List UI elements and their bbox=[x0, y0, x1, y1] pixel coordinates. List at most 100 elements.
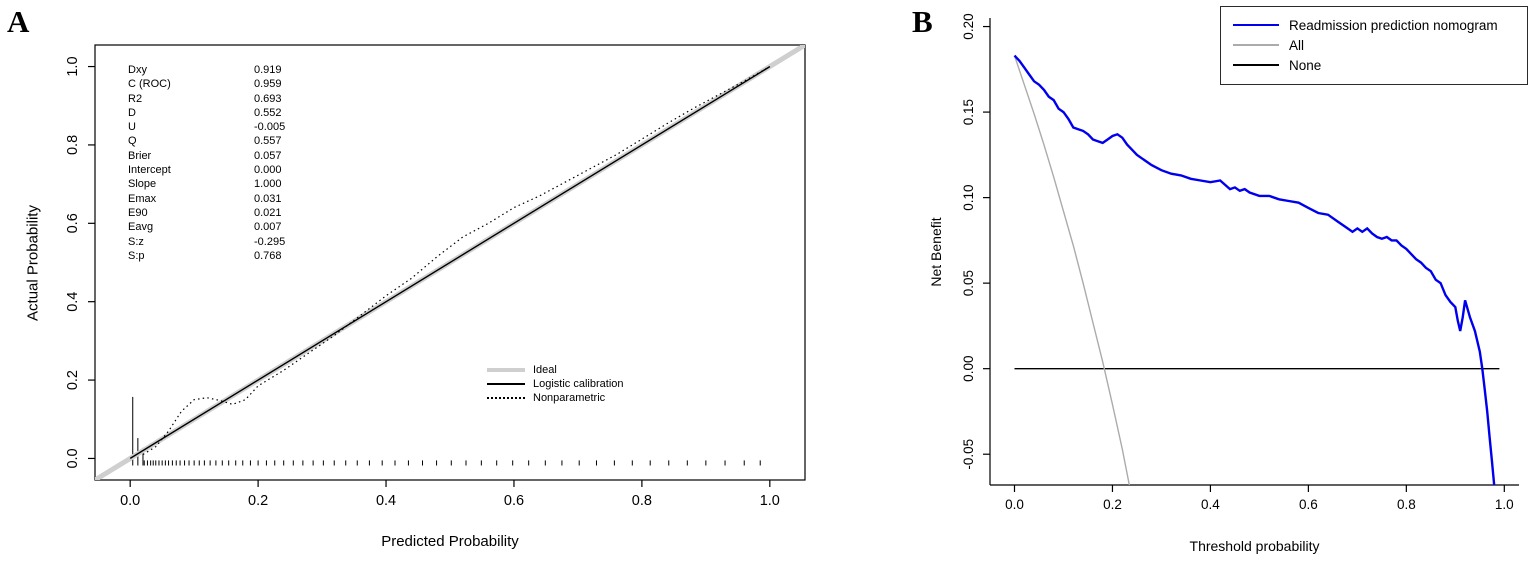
x-tick-label: 0.6 bbox=[504, 493, 524, 509]
panel-b-decision-curve-plot: B 0.0 0.2 0.4 0.6 0.8 1.0 -0.05 0.00 0.05 0.10 0.1… bbox=[905, 0, 1535, 565]
y-tick-label: -0.05 bbox=[961, 439, 976, 470]
x-tick-label: 0.0 bbox=[120, 493, 140, 509]
stat-name: Brier bbox=[128, 149, 152, 162]
calibration-legend: Ideal Logistic calibration Nonparametric bbox=[487, 363, 624, 405]
predicted-probability-rug bbox=[132, 396, 761, 466]
panel-a-y-axis-title: Actual Probability bbox=[24, 205, 42, 321]
y-tick-label: 0.6 bbox=[65, 213, 81, 233]
legend-label: None bbox=[1289, 57, 1322, 73]
stat-name: Dxy bbox=[128, 64, 147, 76]
calibration-stats-block: Dxy 0.919 C (ROC) 0.959 R2 0.693 D 0.552 U -0.005… bbox=[128, 63, 285, 263]
y-tick-label: 0.8 bbox=[65, 135, 81, 155]
series-readmission-prediction-nomogram bbox=[1013, 54, 1496, 485]
legend-label: Logistic calibration bbox=[533, 378, 624, 390]
x-tick-label: 0.2 bbox=[1103, 497, 1122, 512]
stat-name: Intercept bbox=[128, 164, 171, 177]
stat-name: S:p bbox=[128, 249, 145, 262]
series-nonparametric bbox=[142, 66, 771, 456]
y-tick-label: 0.2 bbox=[65, 370, 81, 390]
axes bbox=[88, 44, 806, 487]
stat-row: D 0.552 bbox=[128, 106, 285, 120]
stat-value: 0.693 bbox=[254, 92, 282, 105]
panel-a-x-axis-title: Predicted Probability bbox=[381, 533, 519, 550]
stat-row: Slope 1.000 bbox=[128, 177, 285, 191]
stat-value: 0.031 bbox=[254, 192, 282, 205]
legend-label: All bbox=[1289, 37, 1305, 53]
legend-line-sample bbox=[1233, 44, 1279, 46]
axes bbox=[983, 18, 1519, 492]
stat-row: U -0.005 bbox=[128, 120, 285, 134]
legend-row: All bbox=[1233, 35, 1517, 55]
legend-line-sample bbox=[487, 397, 525, 399]
decision-curve-legend: Readmission prediction nomogram All None bbox=[1220, 6, 1528, 85]
stat-value: 0.000 bbox=[254, 164, 282, 177]
legend-row: Ideal bbox=[487, 363, 624, 377]
panel-b-label: B bbox=[912, 4, 933, 39]
y-tick-label: 0.0 bbox=[65, 448, 81, 468]
legend-line-sample bbox=[487, 368, 525, 372]
stat-value: 0.919 bbox=[254, 64, 282, 76]
stat-name: Q bbox=[128, 135, 137, 148]
stat-value: 0.768 bbox=[254, 249, 282, 262]
series-logistic-calibration bbox=[129, 66, 771, 459]
stat-name: E90 bbox=[128, 206, 148, 219]
legend-line-sample bbox=[1233, 64, 1279, 66]
legend-row: Nonparametric bbox=[487, 391, 624, 405]
stat-row: Brier 0.057 bbox=[128, 149, 285, 163]
stat-row: Emax 0.031 bbox=[128, 192, 285, 206]
stat-name: Emax bbox=[128, 192, 157, 205]
legend-line-sample bbox=[487, 383, 525, 385]
y-tick-label: 0.10 bbox=[961, 184, 976, 210]
stat-name: Slope bbox=[128, 178, 157, 191]
legend-row: None bbox=[1233, 55, 1517, 75]
x-tick-label: 1.0 bbox=[760, 493, 780, 509]
stat-row: Intercept 0.000 bbox=[128, 163, 285, 177]
y-tick-label: 0.15 bbox=[961, 99, 976, 125]
stat-value: 0.021 bbox=[254, 206, 282, 219]
stat-row: S:z -0.295 bbox=[128, 235, 285, 249]
panel-a-label: A bbox=[7, 4, 30, 39]
x-tick-label: 0.4 bbox=[376, 493, 396, 509]
x-tick-label: 0.6 bbox=[1299, 497, 1318, 512]
stat-name: Eavg bbox=[128, 221, 154, 234]
stat-row: Eavg 0.007 bbox=[128, 220, 285, 234]
legend-label: Ideal bbox=[533, 364, 557, 376]
stat-name: R2 bbox=[128, 92, 143, 105]
y-tick-label: 0.4 bbox=[65, 292, 81, 312]
y-tick-label: 0.20 bbox=[961, 13, 976, 39]
stat-row: S:p 0.768 bbox=[128, 249, 285, 263]
stat-name: D bbox=[128, 106, 136, 119]
stat-row: Dxy 0.919 bbox=[128, 63, 285, 77]
calibration-plot-svg: 0.0 0.2 0.4 0.6 0.8 1.0 0.0 0.2 0.4 0.6 0.8 1.0 bbox=[65, 44, 806, 509]
stat-name: S:z bbox=[128, 235, 144, 248]
stat-value: 0.552 bbox=[254, 106, 282, 119]
series-all bbox=[1013, 55, 1131, 485]
legend-label: Readmission prediction nomogram bbox=[1289, 17, 1498, 33]
legend-row: Readmission prediction nomogram bbox=[1233, 15, 1517, 35]
x-tick-label: 0.4 bbox=[1201, 497, 1220, 512]
panel-b-y-axis-title: Net Benefit bbox=[928, 217, 944, 287]
y-tick-label: 0.05 bbox=[961, 270, 976, 296]
legend-line-sample bbox=[1233, 23, 1279, 27]
stat-value: 0.057 bbox=[254, 149, 282, 162]
stat-name: U bbox=[128, 121, 136, 134]
stat-value: 0.557 bbox=[254, 135, 282, 148]
stat-name: C (ROC) bbox=[128, 78, 171, 91]
x-tick-label: 0.0 bbox=[1005, 497, 1024, 512]
stat-value: 1.000 bbox=[254, 178, 282, 191]
y-tick-label: 1.0 bbox=[65, 56, 81, 76]
panel-a-calibration-plot: A 0.0 0.2 0.4 0.6 0.8 1.0 0.0 0.2 0.4 0.6 0.8 1.0 D… bbox=[7, 4, 806, 550]
legend-row: Logistic calibration bbox=[487, 377, 624, 391]
stat-row: C (ROC) 0.959 bbox=[128, 77, 285, 91]
x-tick-label: 0.8 bbox=[1397, 497, 1416, 512]
stat-value: 0.959 bbox=[254, 78, 282, 91]
stat-value: -0.005 bbox=[254, 121, 286, 134]
x-tick-label: 0.8 bbox=[632, 493, 652, 509]
decision-curve-svg: 0.0 0.2 0.4 0.6 0.8 1.0 -0.05 0.00 0.05 0.10 0.15 0… bbox=[961, 13, 1519, 512]
stat-row: E90 0.021 bbox=[128, 206, 285, 220]
panel-b-x-axis-title: Threshold probability bbox=[1189, 538, 1320, 554]
stat-value: 0.007 bbox=[254, 221, 282, 234]
x-tick-label: 0.2 bbox=[248, 493, 268, 509]
stat-row: Q 0.557 bbox=[128, 134, 285, 148]
